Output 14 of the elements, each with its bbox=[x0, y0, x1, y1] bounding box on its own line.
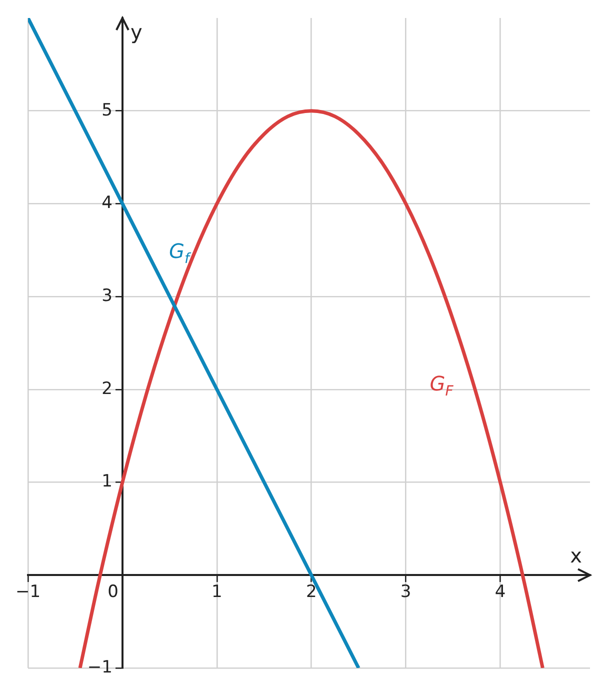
x-tick-label: −1 bbox=[15, 582, 41, 602]
x-tick-label: 0 bbox=[108, 582, 118, 602]
x-axis-title: x bbox=[570, 543, 582, 568]
y-tick-label: 3 bbox=[102, 286, 112, 306]
y-tick-label: 1 bbox=[102, 472, 112, 492]
y-tick-label: 2 bbox=[102, 378, 112, 399]
y-tick-label: −1 bbox=[87, 657, 112, 678]
x-tick-label: 1 bbox=[211, 582, 222, 602]
x-tick-label: 3 bbox=[400, 582, 412, 602]
y-tick-label: 5 bbox=[102, 100, 112, 120]
y-tick-label: 4 bbox=[102, 193, 112, 214]
y-axis-title: y bbox=[130, 20, 142, 44]
x-tick-label: 2 bbox=[306, 582, 317, 602]
x-tick-label: 4 bbox=[494, 582, 506, 602]
